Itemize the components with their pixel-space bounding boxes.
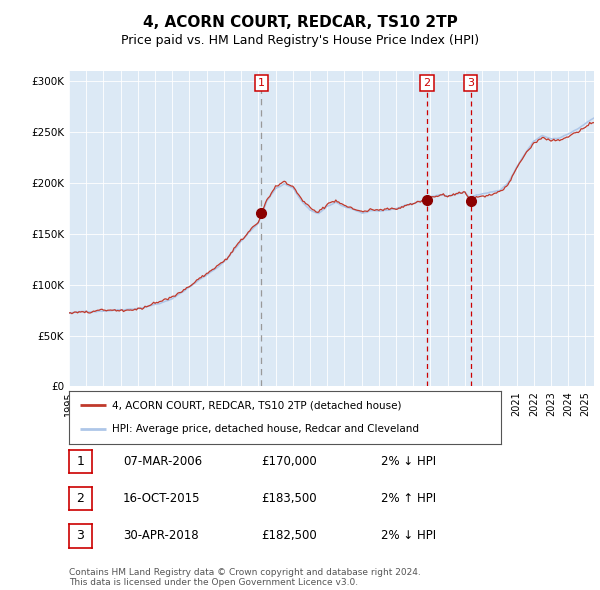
Text: 4, ACORN COURT, REDCAR, TS10 2TP (detached house): 4, ACORN COURT, REDCAR, TS10 2TP (detach… [112, 401, 402, 411]
Text: 3: 3 [467, 78, 474, 88]
Text: 30-APR-2018: 30-APR-2018 [123, 529, 199, 542]
Text: Contains HM Land Registry data © Crown copyright and database right 2024.
This d: Contains HM Land Registry data © Crown c… [69, 568, 421, 587]
Text: 1: 1 [258, 78, 265, 88]
Text: 2% ↓ HPI: 2% ↓ HPI [381, 455, 436, 468]
Text: Price paid vs. HM Land Registry's House Price Index (HPI): Price paid vs. HM Land Registry's House … [121, 34, 479, 47]
Text: 2: 2 [76, 492, 85, 505]
Text: 2: 2 [424, 78, 430, 88]
Text: 3: 3 [76, 529, 85, 542]
Text: 4, ACORN COURT, REDCAR, TS10 2TP: 4, ACORN COURT, REDCAR, TS10 2TP [143, 15, 457, 30]
Text: 16-OCT-2015: 16-OCT-2015 [123, 492, 200, 505]
Text: 2% ↑ HPI: 2% ↑ HPI [381, 492, 436, 505]
Text: £183,500: £183,500 [261, 492, 317, 505]
Text: HPI: Average price, detached house, Redcar and Cleveland: HPI: Average price, detached house, Redc… [112, 424, 419, 434]
Text: £170,000: £170,000 [261, 455, 317, 468]
Text: 2% ↓ HPI: 2% ↓ HPI [381, 529, 436, 542]
Text: 07-MAR-2006: 07-MAR-2006 [123, 455, 202, 468]
Text: 1: 1 [76, 455, 85, 468]
Text: £182,500: £182,500 [261, 529, 317, 542]
